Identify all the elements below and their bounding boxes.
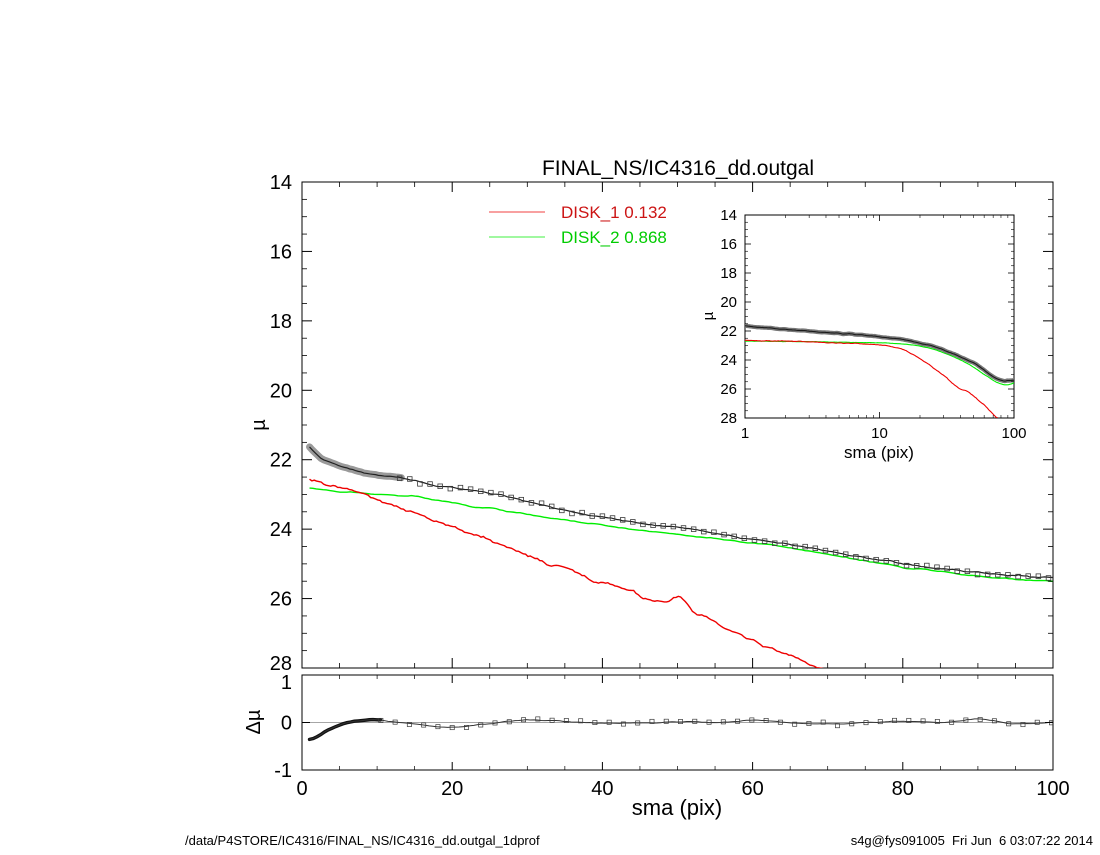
svg-text:26: 26 — [720, 381, 737, 398]
svg-text:18: 18 — [720, 265, 737, 282]
svg-text:sma (pix): sma (pix) — [844, 443, 914, 462]
svg-text:µ: µ — [700, 311, 717, 320]
svg-text:100: 100 — [1001, 425, 1026, 442]
svg-text:sma (pix): sma (pix) — [632, 795, 722, 820]
svg-text:DISK_2 0.868: DISK_2 0.868 — [561, 228, 667, 247]
svg-text:24: 24 — [720, 352, 737, 369]
svg-text:20: 20 — [441, 778, 463, 800]
svg-text:FINAL_NS/IC4316_dd.outgal: FINAL_NS/IC4316_dd.outgal — [542, 157, 814, 180]
svg-text:20: 20 — [270, 380, 292, 402]
svg-text:80: 80 — [892, 778, 914, 800]
svg-text:16: 16 — [720, 236, 737, 253]
svg-text:26: 26 — [270, 589, 292, 611]
svg-text:1: 1 — [741, 425, 749, 442]
svg-text:DISK_1 0.132: DISK_1 0.132 — [561, 203, 667, 222]
svg-text:40: 40 — [591, 778, 613, 800]
svg-text:s4g@fys091005 Fri Jun 6 03:0: s4g@fys091005 Fri Jun 6 03:07:22 2014 — [851, 833, 1093, 848]
svg-text:16: 16 — [270, 241, 292, 263]
svg-text:28: 28 — [720, 410, 737, 427]
svg-text:60: 60 — [741, 778, 763, 800]
svg-text:1: 1 — [281, 672, 292, 694]
svg-text:14: 14 — [270, 172, 292, 194]
svg-text:100: 100 — [1036, 778, 1069, 800]
svg-text:20: 20 — [720, 294, 737, 311]
svg-text:0: 0 — [296, 778, 307, 800]
svg-text:14: 14 — [720, 207, 737, 224]
svg-text:24: 24 — [270, 519, 292, 541]
svg-text:22: 22 — [720, 323, 737, 340]
svg-text:/data/P4STORE/IC4316/FINAL_NS/: /data/P4STORE/IC4316/FINAL_NS/IC4316_dd.… — [185, 833, 540, 848]
svg-text:µ: µ — [248, 419, 270, 431]
svg-text:22: 22 — [270, 450, 292, 472]
svg-text:0: 0 — [281, 713, 292, 735]
svg-text:10: 10 — [871, 425, 888, 442]
svg-text:18: 18 — [270, 311, 292, 333]
svg-text:Δµ: Δµ — [243, 709, 265, 734]
svg-text:-1: -1 — [274, 760, 292, 782]
